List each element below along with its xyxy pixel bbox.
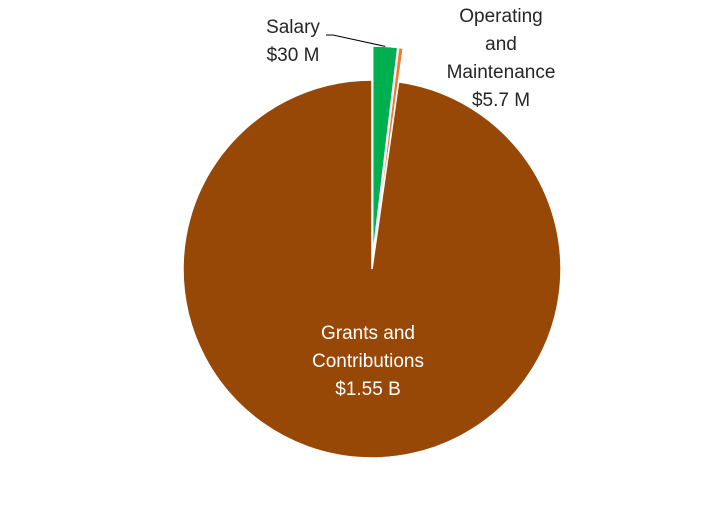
data-label-line: Grants and [321, 323, 415, 344]
data-label-line: $5.7 M [472, 90, 530, 111]
data-label-line: Contributions [312, 351, 424, 372]
data-label-operating-and-maintenance: Operating and Maintenance $5.7 M [447, 6, 556, 111]
data-label-salary: Salary $30 M [266, 17, 320, 66]
leader-line-salary [326, 34, 386, 47]
data-label-line: $30 M [267, 45, 320, 66]
data-label-line: and [485, 34, 517, 55]
data-label-line: Operating [459, 6, 542, 27]
data-label-line: $1.55 B [335, 379, 401, 400]
pie-slice-grants-and-contributions [182, 79, 562, 459]
data-label-grants-and-contributions: Grants and Contributions $1.55 B [312, 323, 424, 400]
pie-slice-salary [371, 45, 399, 258]
data-label-line: Maintenance [447, 62, 556, 83]
data-label-line: Salary [266, 17, 320, 38]
